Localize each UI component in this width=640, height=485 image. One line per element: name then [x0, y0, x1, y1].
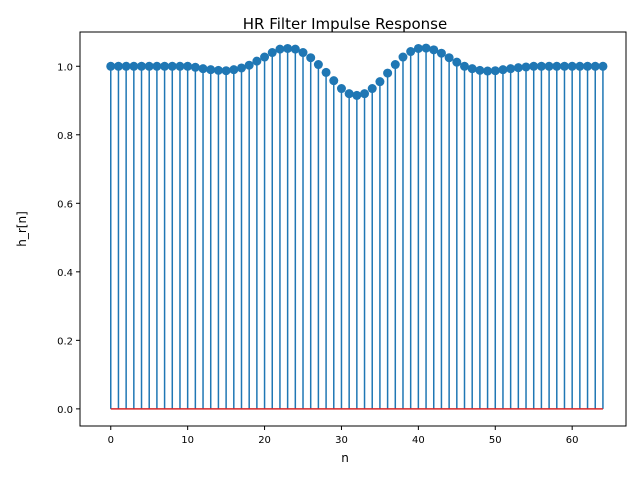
- stem-marker: [260, 52, 270, 62]
- stem-marker: [475, 65, 485, 75]
- chart-title: HR Filter Impulse Response: [243, 15, 447, 33]
- stem-marker: [221, 66, 231, 76]
- y-tick-label: 0.6: [57, 199, 73, 210]
- stem-marker: [544, 61, 554, 71]
- stem-marker: [198, 64, 208, 74]
- y-axis-ticks: 0.0 0.2 0.4 0.6 0.8 1.0: [57, 62, 80, 416]
- y-tick-label: 0.4: [57, 268, 73, 279]
- y-axis-label: h_r[n]: [15, 211, 29, 247]
- stem-marker: [306, 53, 316, 63]
- stem-marker: [406, 47, 416, 57]
- stem-marker: [590, 61, 600, 71]
- stem-marker: [498, 65, 508, 75]
- stem-marker: [213, 65, 223, 75]
- y-tick-label: 0.0: [57, 405, 73, 416]
- stem-marker: [552, 61, 562, 71]
- stem-marker: [536, 61, 546, 71]
- stem-marker: [436, 48, 446, 58]
- stem-marker: [167, 61, 177, 71]
- stem-marker: [506, 64, 516, 74]
- stem-marker: [152, 61, 162, 71]
- stem-marker: [321, 67, 331, 77]
- stem-marker: [183, 61, 193, 71]
- stem-marker: [298, 48, 308, 58]
- stem-marker: [160, 61, 170, 71]
- stem-marker: [460, 61, 470, 71]
- x-axis-ticks: 0 10 20 30 40 50 60: [108, 426, 579, 446]
- stem-marker: [229, 65, 239, 75]
- stem-marker: [452, 57, 462, 67]
- stem-marker: [483, 66, 493, 76]
- stem-marker: [336, 84, 346, 94]
- stem-marker: [421, 43, 431, 53]
- x-tick-label: 40: [412, 435, 425, 446]
- stem-marker: [444, 53, 454, 63]
- stem-marker: [283, 43, 293, 53]
- stem-marker: [113, 61, 123, 71]
- x-tick-label: 50: [489, 435, 502, 446]
- stem-marker: [344, 89, 354, 99]
- x-tick-label: 10: [181, 435, 194, 446]
- stem-marker: [236, 63, 246, 73]
- stem-marker: [367, 84, 377, 94]
- y-tick-label: 0.8: [57, 131, 73, 142]
- stem-marker: [513, 63, 523, 73]
- stem-marker: [175, 61, 185, 71]
- stem-marker: [467, 64, 477, 74]
- stem-marker: [529, 61, 539, 71]
- stem-marker: [252, 56, 262, 66]
- stem-marker: [137, 61, 147, 71]
- x-tick-label: 20: [258, 435, 271, 446]
- stem-marker: [390, 60, 400, 70]
- stem-marker: [129, 61, 139, 71]
- stem-marker: [583, 61, 593, 71]
- stem-marker: [244, 60, 254, 70]
- axes-frame: [79, 31, 627, 427]
- stem-marker: [429, 45, 439, 55]
- stem-marker: [106, 61, 116, 71]
- stem-marker: [267, 48, 277, 58]
- y-tick-label: 1.0: [57, 62, 73, 73]
- stem-marker: [575, 61, 585, 71]
- stem-marker: [413, 43, 423, 53]
- stem-marker: [559, 61, 569, 71]
- stem-marker: [144, 61, 154, 71]
- stem-marker: [121, 61, 131, 71]
- stem-marker: [375, 77, 385, 87]
- stem-marker: [383, 68, 393, 78]
- stem-marker: [329, 76, 339, 86]
- stem-marker: [352, 90, 362, 100]
- stem-marker: [275, 44, 285, 54]
- x-tick-label: 0: [108, 435, 114, 446]
- y-tick-label: 0.2: [57, 336, 73, 347]
- x-tick-label: 60: [566, 435, 579, 446]
- stem-marker: [398, 52, 408, 62]
- plot-area: [106, 43, 608, 410]
- stem-marker: [290, 44, 300, 54]
- stem-marker: [360, 89, 370, 99]
- stem-marker: [313, 60, 323, 70]
- x-axis-label: n: [341, 451, 349, 465]
- stem-marker: [206, 65, 216, 75]
- stem-marker: [490, 66, 500, 76]
- stem-marker: [598, 61, 608, 71]
- stem-marker: [190, 62, 200, 72]
- x-tick-label: 30: [335, 435, 348, 446]
- stem-marker: [567, 61, 577, 71]
- stem-marker: [521, 62, 531, 72]
